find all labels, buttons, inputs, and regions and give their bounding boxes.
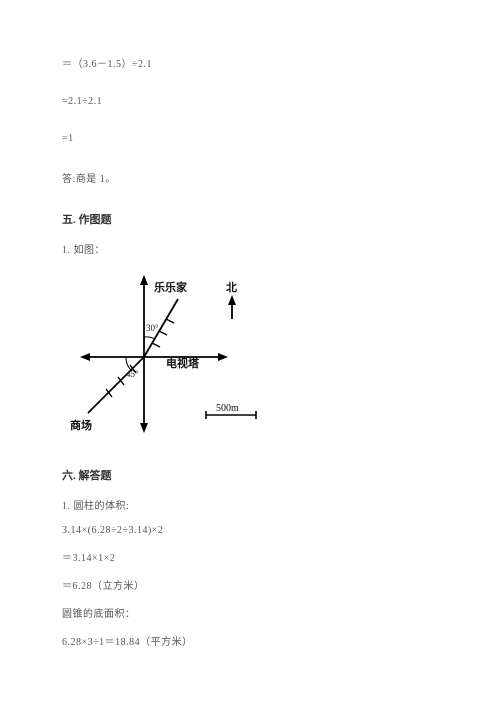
diagram-svg: 30° 45° 乐乐家 北 电视塔 商场 500m [66,269,286,444]
section-5-title: 五. 作图题 [62,211,438,227]
north-label: 北 [226,280,237,294]
calc-line-2: =2.1÷2.1 [62,96,438,107]
calc-answer: 答:商是 1。 [62,170,438,185]
section-6-l1: 3.14×(6.28÷2÷3.14)×2 [62,525,438,536]
lele-label: 乐乐家 [154,280,188,294]
mall-label: 商场 [70,418,92,432]
tv-label: 电视塔 [166,356,200,370]
angle-45-label: 45° [126,369,139,379]
section-6-q1: 1. 圆柱的体积: [62,497,438,512]
angle-30-label: 30° [146,323,159,333]
section-6-title: 六. 解答题 [62,467,438,483]
section-6-l3: ＝6.28（立方米） [62,577,438,592]
section-5-q1: 1. 如图： [62,241,438,256]
section-6-l2: ＝3.14×1×2 [62,549,438,564]
section-6-l5: 6.28×3÷1＝18.84（平方米） [62,633,438,648]
section-6-l4: 圆锥的底面积： [62,605,438,620]
calc-line-3: =1 [62,133,438,144]
diagram-container: 30° 45° 乐乐家 北 电视塔 商场 500m [66,269,438,449]
calc-line-1: ＝（3.6－1.5）÷2.1 [62,55,438,70]
scale-label: 500m [216,403,239,414]
